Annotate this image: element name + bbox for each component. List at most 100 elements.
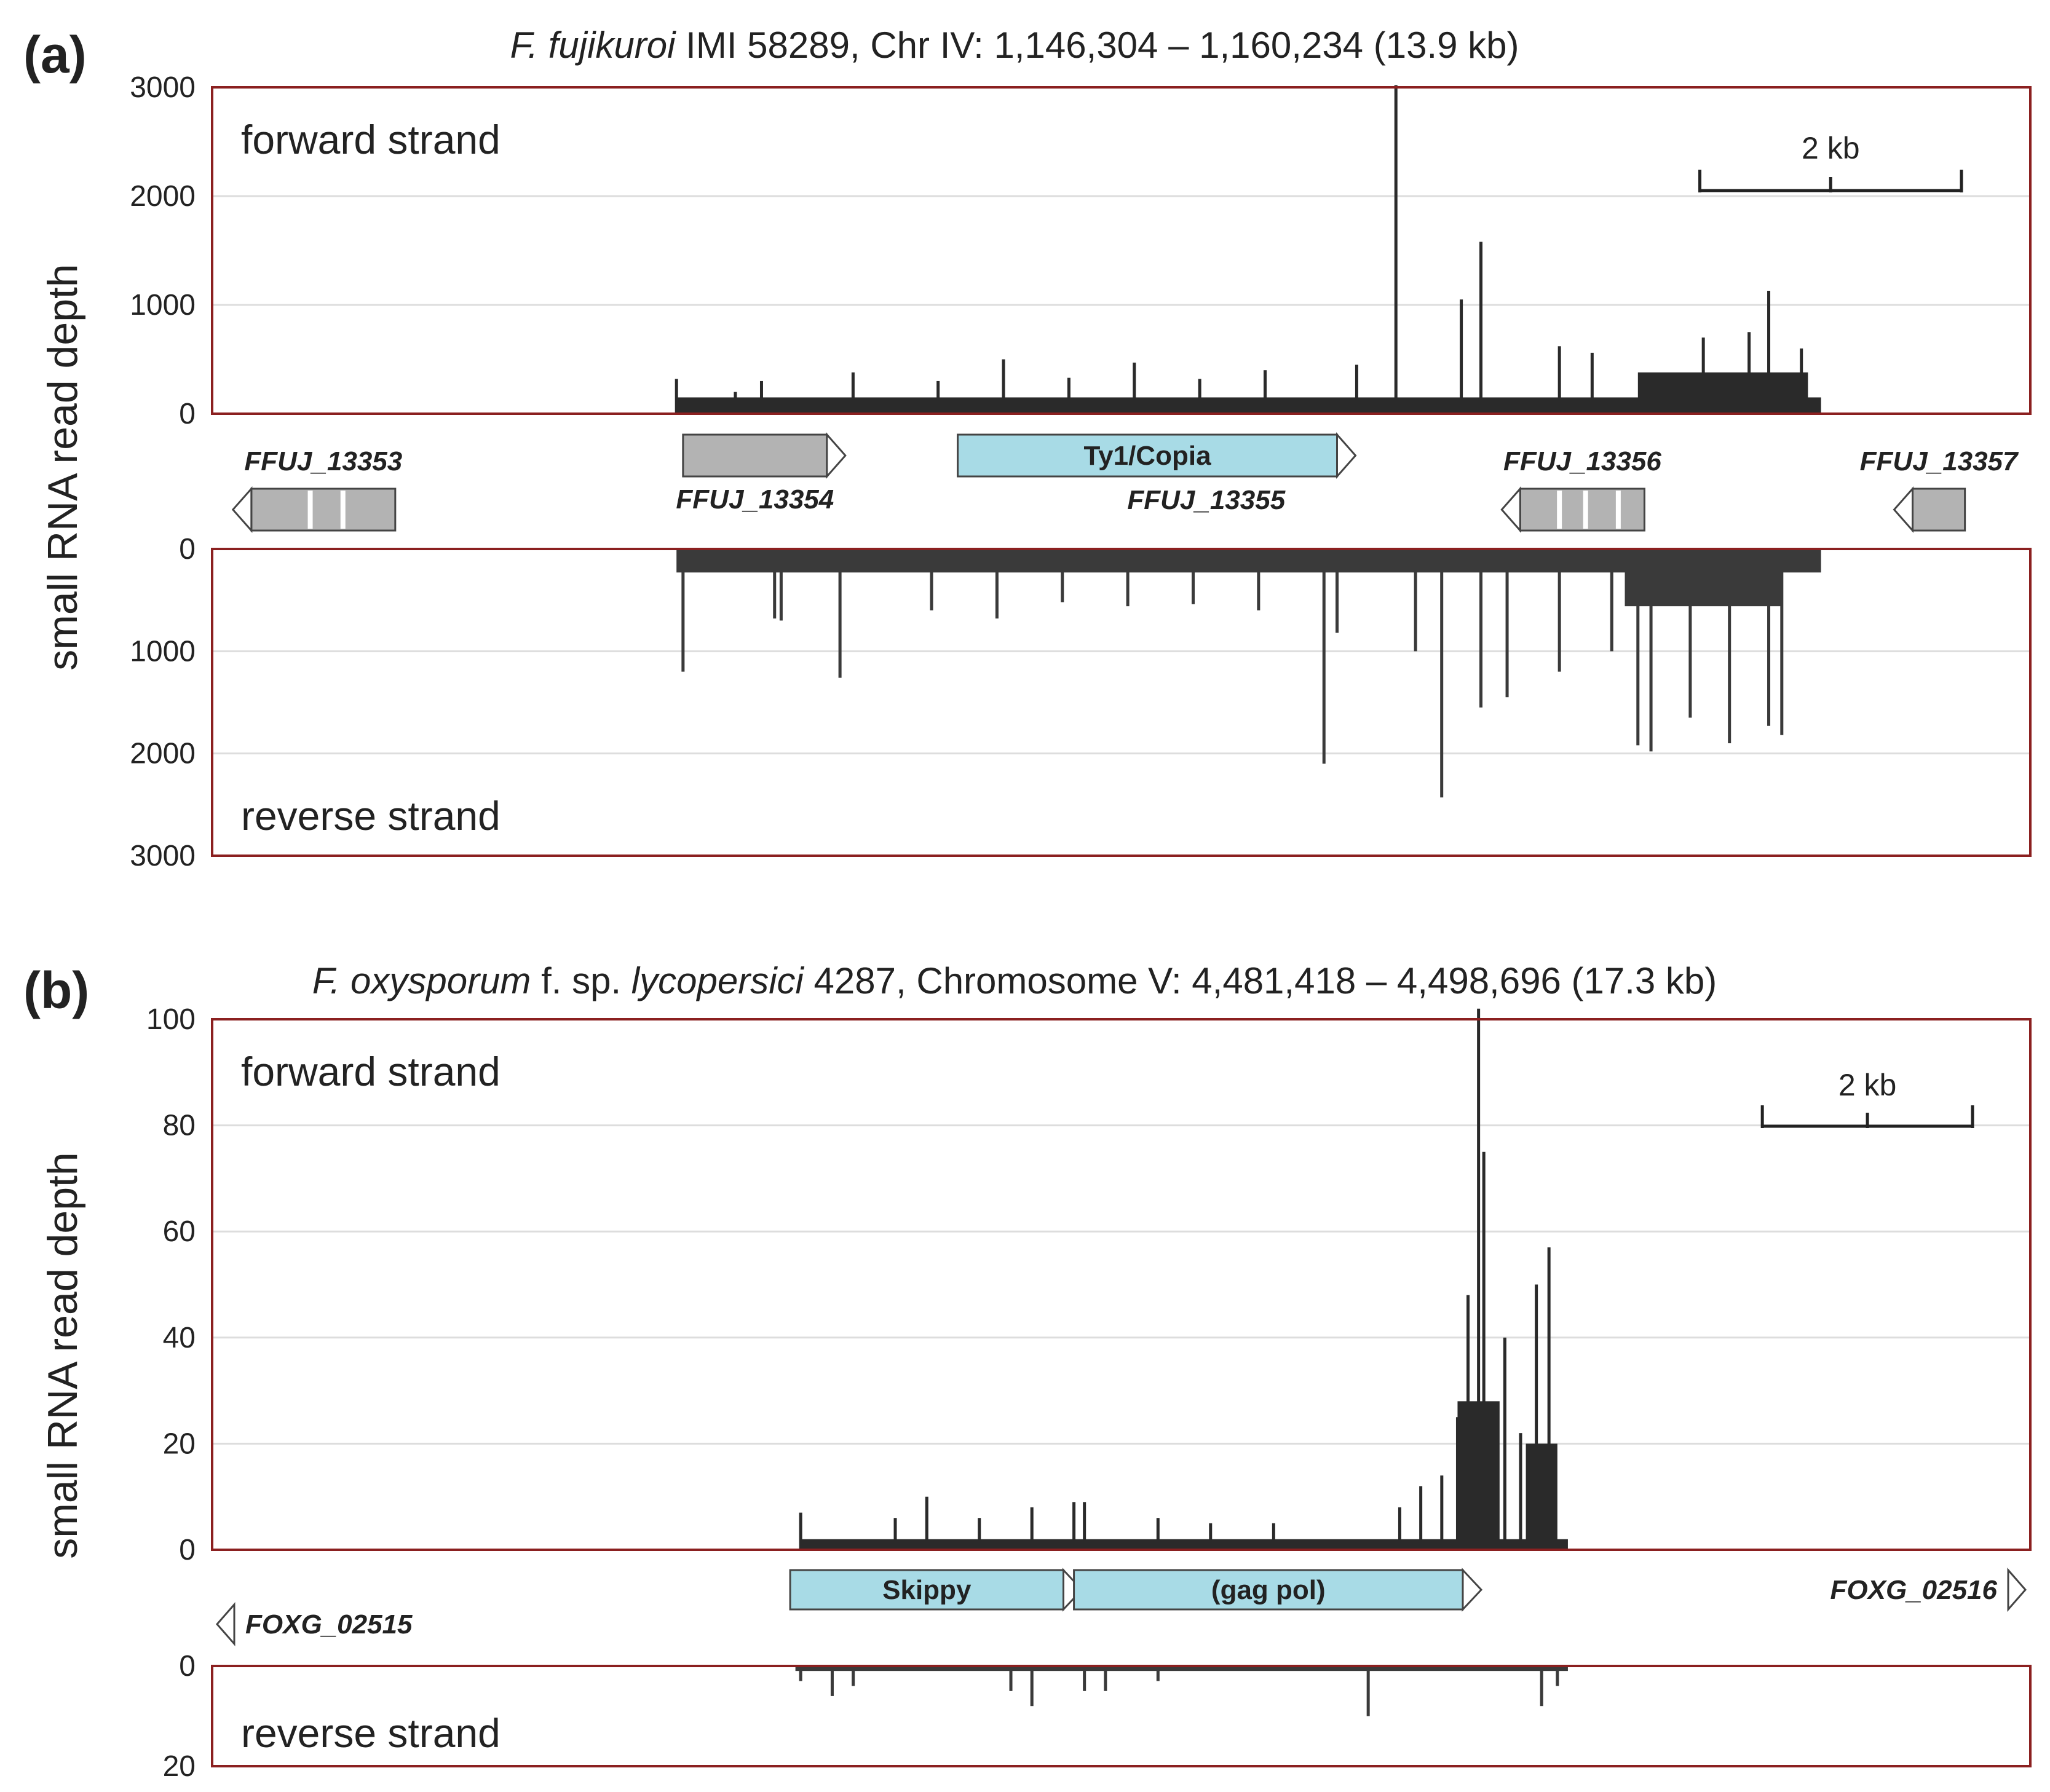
p1-fwd-coverage-block [801,1539,1568,1550]
p0-rev-peak [1557,549,1561,672]
p0-fwd-tick-label: 2000 [130,180,196,213]
p0-fwd-tick-label: 3000 [130,71,196,104]
p0-rev-peak [1728,549,1731,744]
p1-te-body [789,1569,1064,1611]
p0-fwd-peak [1355,365,1358,414]
p0-rev-peak [1336,549,1339,633]
p0-rev-peak [1688,549,1692,718]
p0-rev-tick-label: 0 [179,533,196,566]
p0-rev-peak [1322,549,1326,764]
panel-a-letter: (a) [23,26,87,84]
p1-te-label: (gag pol) [1211,1575,1326,1605]
p0-fwd-peak [1198,379,1201,414]
panel-a-ylabel: small RNA read depth [39,264,86,670]
p1-scale-bar-label: 2 kb [1838,1068,1897,1102]
p0-fwd-peak [1747,332,1751,414]
p0-rev-tick-label: 3000 [130,840,196,872]
p0-fwd-peak [1133,362,1136,414]
p0-feature-arrowhead [1336,432,1357,479]
p1-fwd-peak [1547,1247,1551,1550]
p0-rev-strand-label: reverse strand [241,793,501,839]
p1-fwd-peak [799,1512,802,1550]
p1-fwd-peak [1535,1284,1538,1550]
p0-rev-peak [773,549,777,619]
p1-rev-peak [830,1666,834,1696]
p0-fwd-peak [1557,346,1561,414]
p1-fwd-peak [1209,1523,1213,1550]
p1-gene-label: FOXG_02515 [245,1609,413,1640]
p0-rev-peak [995,549,999,619]
p0-te-label: Ty1/Copia [1084,441,1212,471]
p0-rev-peak [1192,549,1195,604]
p0-rev-peak [681,549,685,672]
p0-fwd-peak [1800,348,1803,414]
p1-rev-peak [1009,1666,1013,1691]
p0-gene-label: FFUJ_13353 [244,446,402,476]
p0-fwd-peak [1701,337,1705,414]
p0-rev-peak [779,549,783,621]
p1-fwd-peak [1466,1295,1470,1550]
p1-fwd-tick-label: 20 [163,1427,196,1460]
p1-te-body [1073,1569,1464,1611]
panel-b-letter: (b) [23,961,89,1019]
p0-rev-peak [838,549,842,678]
p1-fwd-peak [1156,1518,1160,1550]
p1-fwd-peak [1519,1433,1522,1550]
p1-feature-arrowhead [1062,1568,1083,1612]
p0-feature-arrowhead [231,486,253,533]
p1-gene-arrow-marker [216,1602,235,1646]
p1-fwd-tick-label: 0 [179,1534,196,1566]
p1-fwd-peak [978,1518,981,1550]
p0-rev-frame [211,548,2032,857]
p1-fwd-peak [1455,1417,1459,1550]
p0-rev-tick-label: 2000 [130,738,196,770]
p0-gene-body [1519,487,1645,532]
p0-fwd-peak [851,372,855,414]
p1-fwd-peak [925,1496,928,1550]
p1-te-label: Skippy [882,1575,972,1605]
p0-fwd-peak [1002,359,1005,414]
panel-a-title-species: F. fujikuroi [510,25,676,66]
p1-rev-peak [852,1666,855,1686]
p1-fwd-peak [1503,1337,1506,1550]
p1-fwd-peak [1482,1151,1486,1550]
p1-fwd-tick-label: 80 [163,1110,196,1142]
p1-gene-label: FOXG_02516 [1830,1575,1998,1605]
p1-rev-peak [1366,1666,1370,1716]
p0-fwd-frame [211,86,2032,415]
p1-fwd-peak [1419,1486,1423,1550]
p0-fwd-peak [1067,377,1071,414]
p0-rev-peak [1649,549,1653,752]
p1-fwd-peak [1072,1502,1076,1550]
p0-gene-body [682,433,828,478]
p0-fwd-strand-label: forward strand [241,117,501,162]
p1-rev-tick-label: 20 [163,1750,196,1783]
p0-gene-intron [340,491,346,529]
p0-rev-peak [930,549,933,610]
p0-fwd-peak [936,381,940,414]
p0-rev-peak [1126,549,1130,607]
p1-rev-peak [1540,1666,1543,1707]
p0-gene-body [1912,487,1966,532]
p0-rev-coverage-block [1625,549,1782,607]
p0-feature-arrowhead [1893,486,1914,533]
p1-gene-arrow-marker [2007,1568,2027,1612]
p0-fwd-peak [759,381,763,414]
p1-fwd-peak [1030,1507,1034,1550]
p1-fwd-tick-label: 100 [146,1003,196,1036]
p0-rev-peak [1440,549,1444,798]
panel-b: (b) F. oxysporum f. sp. lycopersici 4287… [23,960,1717,1559]
panel-b-ylabel: small RNA read depth [39,1152,86,1558]
p0-scale-bar-label: 2 kb [1802,131,1860,165]
p1-rev-tick-label: 0 [179,1650,196,1683]
p0-gene-intron [1557,491,1562,529]
p1-feature-arrowhead [1462,1568,1483,1612]
panel-b-title-forma: lycopersici [631,960,805,1001]
panel-a-title: F. fujikuroi IMI 58289, Chr IV: 1,146,30… [510,25,1519,66]
p1-fwd-frame [211,1018,2032,1551]
p0-gene-label: FFUJ_13355 [1127,485,1285,515]
p0-rev-peak [1479,549,1483,708]
p1-fwd-tick-label: 40 [163,1322,196,1354]
